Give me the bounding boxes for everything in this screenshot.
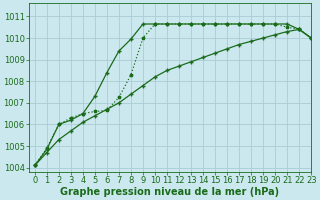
X-axis label: Graphe pression niveau de la mer (hPa): Graphe pression niveau de la mer (hPa) [60, 187, 280, 197]
